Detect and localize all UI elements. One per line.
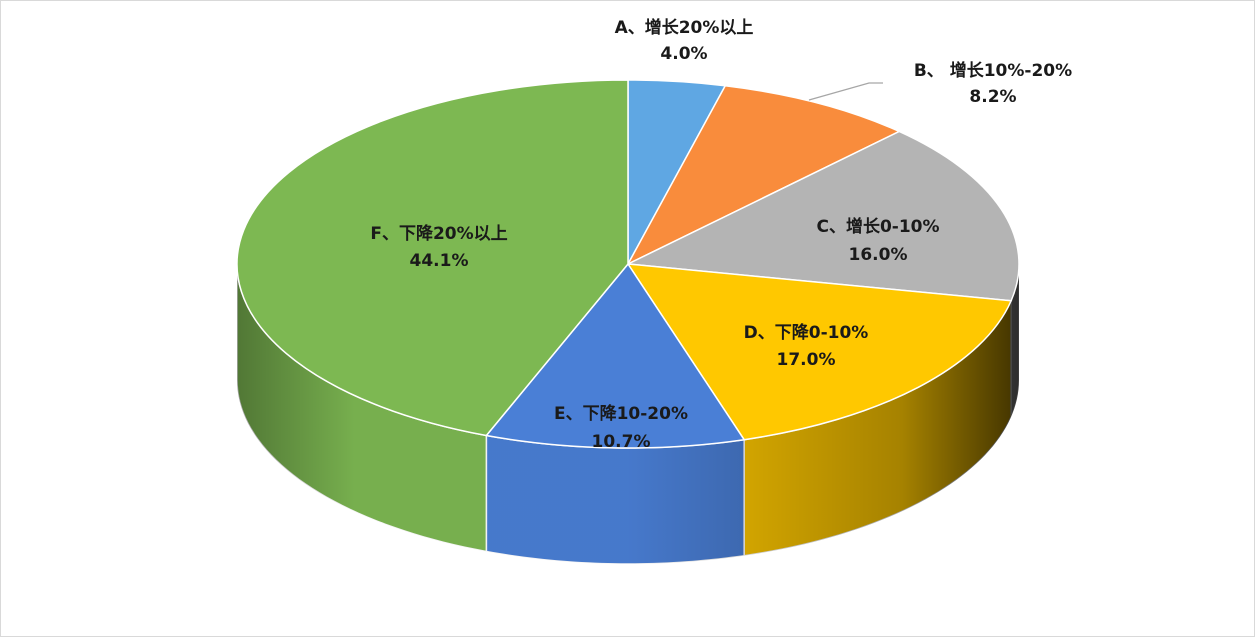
slice-b-leader-line bbox=[808, 82, 883, 101]
slice-b-value-label: 8.2% bbox=[969, 87, 1016, 107]
slice-d-wedge bbox=[626, 263, 1013, 441]
pie-top-layer bbox=[236, 79, 1020, 449]
slice-e-value-label: 10.7% bbox=[592, 432, 651, 452]
slice-a-value-label: 4.0% bbox=[660, 44, 707, 64]
slice-e-category-label: E、下降10-20% bbox=[554, 403, 688, 424]
slice-f-category-label: F、下降20%以上 bbox=[370, 223, 507, 244]
slice-d-category-label: D、下降0-10% bbox=[744, 322, 869, 343]
pie-side-shading bbox=[237, 264, 1019, 564]
pie-side-layer bbox=[236, 263, 1020, 565]
slice-a-category-label: A、增长20%以上 bbox=[615, 17, 754, 38]
slice-c-wedge bbox=[625, 130, 1020, 302]
slice-c-category-label: C、增长0-10% bbox=[816, 216, 939, 237]
slice-b-category-label: B、 增长10%-20% bbox=[914, 60, 1072, 81]
slice-d-value-label: 17.0% bbox=[777, 350, 836, 370]
slice-b-wedge bbox=[626, 84, 901, 266]
slice-f-wedge bbox=[236, 79, 629, 437]
slice-f-value-label: 44.1% bbox=[410, 251, 469, 271]
slice-e-wedge bbox=[484, 262, 746, 449]
pie-label-layer: A、增长20%以上 4.0% B、 增长10%-20% 8.2% C、增长0-10% 16… bbox=[370, 17, 1072, 452]
slice-c-value-label: 16.0% bbox=[849, 245, 908, 265]
